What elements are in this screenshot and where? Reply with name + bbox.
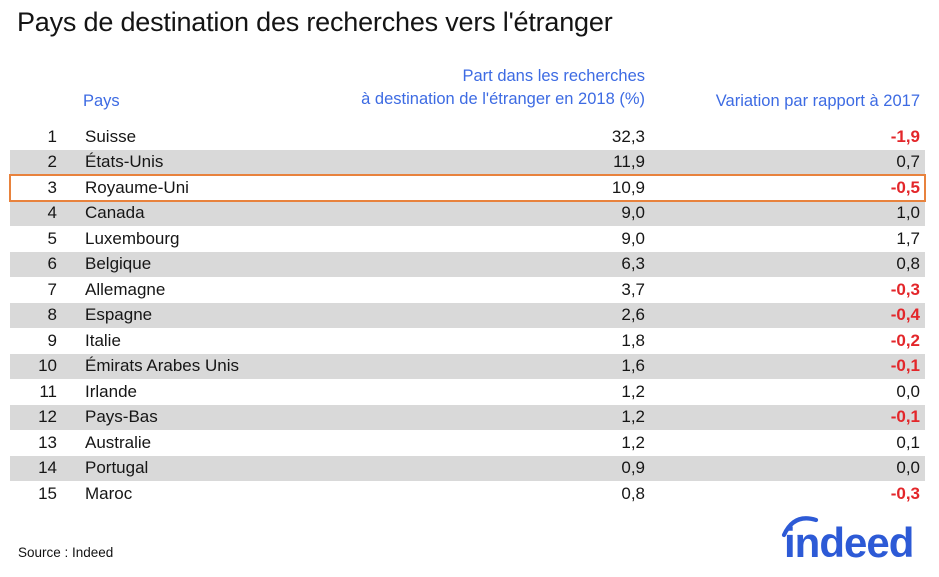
variation-cell: 0,0: [896, 381, 920, 401]
country-cell: Australie: [85, 432, 152, 452]
page-title: Pays de destination des recherches vers …: [17, 7, 613, 37]
rank-cell: 10: [38, 356, 57, 376]
share-cell: 9,0: [621, 228, 645, 248]
rank-cell: 1: [47, 126, 57, 146]
share-cell: 0,9: [621, 458, 645, 478]
variation-cell: 0,7: [896, 152, 920, 172]
share-cell: 32,3: [611, 126, 645, 146]
table-column-headers: Pays Part dans les recherches à destinat…: [10, 58, 925, 114]
variation-cell: 1,0: [896, 203, 920, 223]
rank-cell: 7: [47, 279, 57, 299]
header-share-line1: Part dans les recherches: [462, 67, 645, 85]
rank-cell: 13: [38, 432, 57, 452]
country-cell: Maroc: [85, 483, 133, 503]
table-row: 8 Espagne 2,6 -0,4: [10, 302, 925, 328]
table-row: 14 Portugal 0,9 0,0: [10, 455, 925, 481]
share-cell: 10,9: [611, 177, 645, 197]
share-cell: 6,3: [621, 254, 645, 274]
indeed-logo: indeed: [781, 516, 914, 565]
country-cell: Italie: [85, 330, 121, 350]
variation-cell: 0,0: [896, 458, 920, 478]
country-cell: Allemagne: [85, 279, 166, 299]
variation-cell: 1,7: [896, 228, 920, 248]
table-row: 13 Australie 1,2 0,1: [10, 430, 925, 456]
share-cell: 3,7: [621, 279, 645, 299]
country-cell: États-Unis: [85, 152, 164, 172]
variation-cell: -0,1: [890, 407, 920, 427]
rank-cell: 4: [47, 203, 57, 223]
table-row: 15 Maroc 0,8 -0,3: [10, 481, 925, 507]
header-pays: Pays: [83, 92, 120, 110]
rank-cell: 12: [38, 407, 57, 427]
country-cell: Pays-Bas: [85, 407, 158, 427]
ranking-table: 1 Suisse 32,3 -1,9 2 États-Unis 11,9 0,7…: [9, 124, 926, 507]
table-row: 6 Belgique 6,3 0,8: [10, 251, 925, 277]
country-cell: Royaume-Uni: [85, 177, 189, 197]
table-row: 7 Allemagne 3,7 -0,3: [10, 277, 925, 303]
variation-cell: -0,1: [890, 356, 920, 376]
table-row: 5 Luxembourg 9,0 1,7: [10, 226, 925, 252]
table-row: 3 Royaume-Uni 10,9 -0,5: [9, 174, 926, 202]
rank-cell: 9: [47, 330, 57, 350]
table-row: 11 Irlande 1,2 0,0: [10, 379, 925, 405]
table-row: 1 Suisse 32,3 -1,9: [10, 124, 925, 150]
header-share: Part dans les recherches à destination d…: [361, 65, 645, 111]
country-cell: Canada: [85, 203, 145, 223]
variation-cell: -0,5: [890, 177, 920, 197]
share-cell: 0,8: [621, 483, 645, 503]
indeed-logo-text: indeed: [784, 519, 913, 565]
country-cell: Espagne: [85, 305, 153, 325]
country-cell: Belgique: [85, 254, 152, 274]
variation-cell: -0,3: [890, 483, 920, 503]
rank-cell: 11: [39, 381, 57, 401]
share-cell: 2,6: [621, 305, 645, 325]
table-row: 10 Émirats Arabes Unis 1,6 -0,1: [10, 353, 925, 379]
share-cell: 11,9: [613, 152, 645, 172]
variation-cell: -0,3: [890, 279, 920, 299]
rank-cell: 6: [47, 254, 57, 274]
country-cell: Irlande: [85, 381, 137, 401]
variation-cell: 0,1: [896, 432, 920, 452]
table-row: 4 Canada 9,0 1,0: [10, 200, 925, 226]
table-row: 9 Italie 1,8 -0,2: [10, 328, 925, 354]
rank-cell: 8: [47, 305, 57, 325]
variation-cell: 0,8: [896, 254, 920, 274]
table-row: 12 Pays-Bas 1,2 -0,1: [10, 404, 925, 430]
rank-cell: 15: [38, 483, 57, 503]
share-cell: 1,2: [621, 381, 645, 401]
source-note: Source : Indeed: [18, 545, 114, 560]
country-cell: Émirats Arabes Unis: [85, 356, 239, 376]
share-cell: 1,2: [621, 432, 645, 452]
table-row: 2 États-Unis 11,9 0,7: [10, 149, 925, 175]
variation-cell: -0,2: [890, 330, 920, 350]
header-variation: Variation par rapport à 2017: [715, 92, 920, 110]
rank-cell: 14: [38, 458, 57, 478]
share-cell: 1,6: [621, 356, 645, 376]
share-cell: 9,0: [621, 203, 645, 223]
variation-cell: -1,9: [890, 126, 920, 146]
rank-cell: 5: [47, 228, 57, 248]
rank-cell: 3: [47, 177, 57, 197]
share-cell: 1,8: [621, 330, 645, 350]
variation-cell: -0,4: [890, 305, 920, 325]
indeed-logo-arc-icon: [781, 516, 819, 538]
country-cell: Luxembourg: [85, 228, 180, 248]
share-cell: 1,2: [621, 407, 645, 427]
rank-cell: 2: [47, 152, 57, 172]
country-cell: Suisse: [85, 126, 137, 146]
header-share-line2: à destination de l'étranger en 2018 (%): [361, 90, 645, 108]
country-cell: Portugal: [85, 458, 149, 478]
